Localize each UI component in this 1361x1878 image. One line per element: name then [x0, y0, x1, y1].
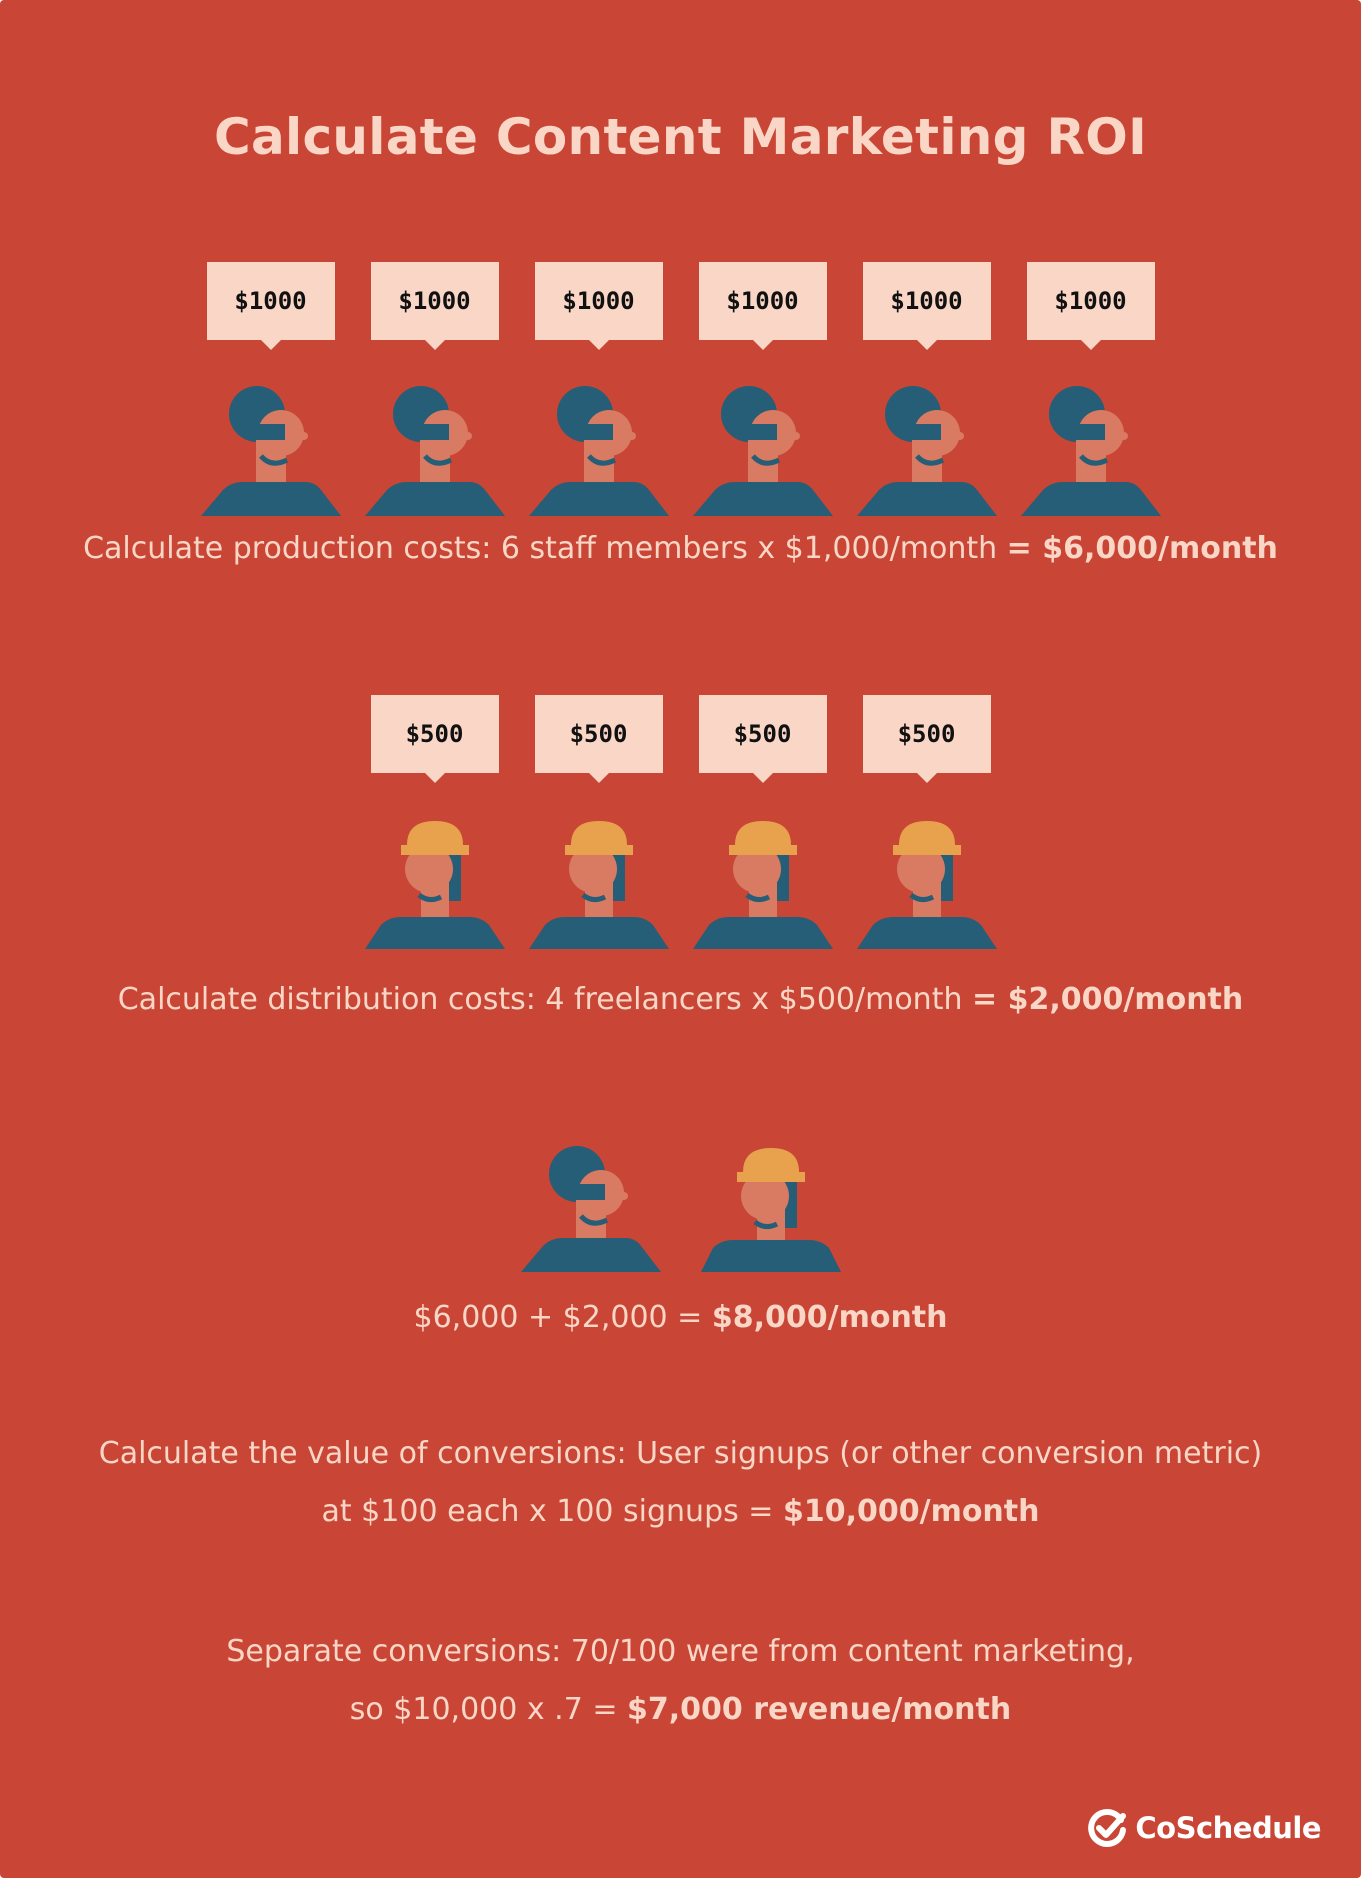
total-cost-value: $8,000/month	[711, 1300, 948, 1335]
freelancer-person-icon	[364, 821, 505, 949]
separate-conversions-total: $7,000 revenue/month	[627, 1692, 1012, 1727]
separate-conversions-text: so $10,000 x .7 =	[349, 1692, 628, 1727]
combined-team	[0, 1144, 1361, 1274]
separate-conversions-line-2: so $10,000 x .7 = $7,000 revenue/month	[0, 1692, 1361, 1727]
staff-person-icon	[856, 386, 997, 516]
freelancer-row: $500 $500 $500	[0, 695, 1361, 977]
page-title: Calculate Content Marketing ROI	[214, 108, 1147, 166]
brand-name: CoSchedule	[1135, 1811, 1321, 1845]
separate-conversions-line-1: Separate conversions: 70/100 were from c…	[226, 1634, 1135, 1669]
staff-row: $1000 $1000 $1	[0, 262, 1361, 544]
staff-person-icon	[528, 386, 669, 516]
staff-member: $1000	[1009, 262, 1173, 544]
distribution-costs-line: Calculate distribution costs: 4 freelanc…	[0, 982, 1361, 1017]
cost-bubble: $1000	[370, 262, 499, 350]
staff-member: $1000	[517, 262, 681, 544]
freelancer: $500	[517, 695, 681, 977]
cost-bubble: $1000	[862, 262, 991, 350]
cost-bubble: $1000	[206, 262, 335, 350]
conversion-value-line-2: at $100 each x 100 signups = $10,000/mon…	[0, 1494, 1361, 1529]
cost-bubble: $500	[862, 695, 991, 783]
staff-member: $1000	[681, 262, 845, 544]
freelancer-person-icon	[692, 821, 833, 949]
staff-person-icon	[1020, 386, 1161, 516]
cost-bubble: $1000	[534, 262, 663, 350]
staff-person-icon	[364, 386, 505, 516]
checkmark-logo-icon	[1088, 1808, 1127, 1847]
freelancer: $500	[681, 695, 845, 977]
production-costs-total: = $6,000/month	[1006, 531, 1278, 566]
freelancer: $500	[353, 695, 517, 977]
production-costs-line: Calculate production costs: 6 staff memb…	[0, 531, 1361, 566]
freelancer: $500	[845, 695, 1009, 977]
cost-bubble: $1000	[698, 262, 827, 350]
freelancer-person-icon	[856, 821, 997, 949]
cost-bubble: $500	[370, 695, 499, 783]
staff-person-icon	[692, 386, 833, 516]
conversion-value-text: at $100 each x 100 signups =	[321, 1494, 783, 1529]
staff-member: $1000	[353, 262, 517, 544]
staff-member: $1000	[845, 262, 1009, 544]
distribution-costs-total: = $2,000/month	[972, 982, 1244, 1017]
cost-bubble: $500	[534, 695, 663, 783]
freelancer-person-icon	[528, 821, 669, 949]
conversion-value-total: $10,000/month	[782, 1494, 1040, 1529]
cost-bubble: $1000	[1026, 262, 1155, 350]
coschedule-logo: CoSchedule	[1087, 1808, 1321, 1848]
staff-member: $1000	[189, 262, 353, 544]
conversion-value-line-1: Calculate the value of conversions: User…	[98, 1436, 1263, 1471]
freelancer-person-icon	[700, 1148, 841, 1272]
production-costs-text: Calculate production costs: 6 staff memb…	[83, 531, 1007, 566]
distribution-costs-text: Calculate distribution costs: 4 freelanc…	[117, 982, 973, 1017]
total-cost-text: $6,000 + $2,000 =	[413, 1300, 712, 1335]
cost-bubble: $500	[698, 695, 827, 783]
staff-person-icon	[200, 386, 341, 516]
staff-person-icon	[520, 1146, 661, 1272]
total-cost-line: $6,000 + $2,000 = $8,000/month	[0, 1300, 1361, 1335]
